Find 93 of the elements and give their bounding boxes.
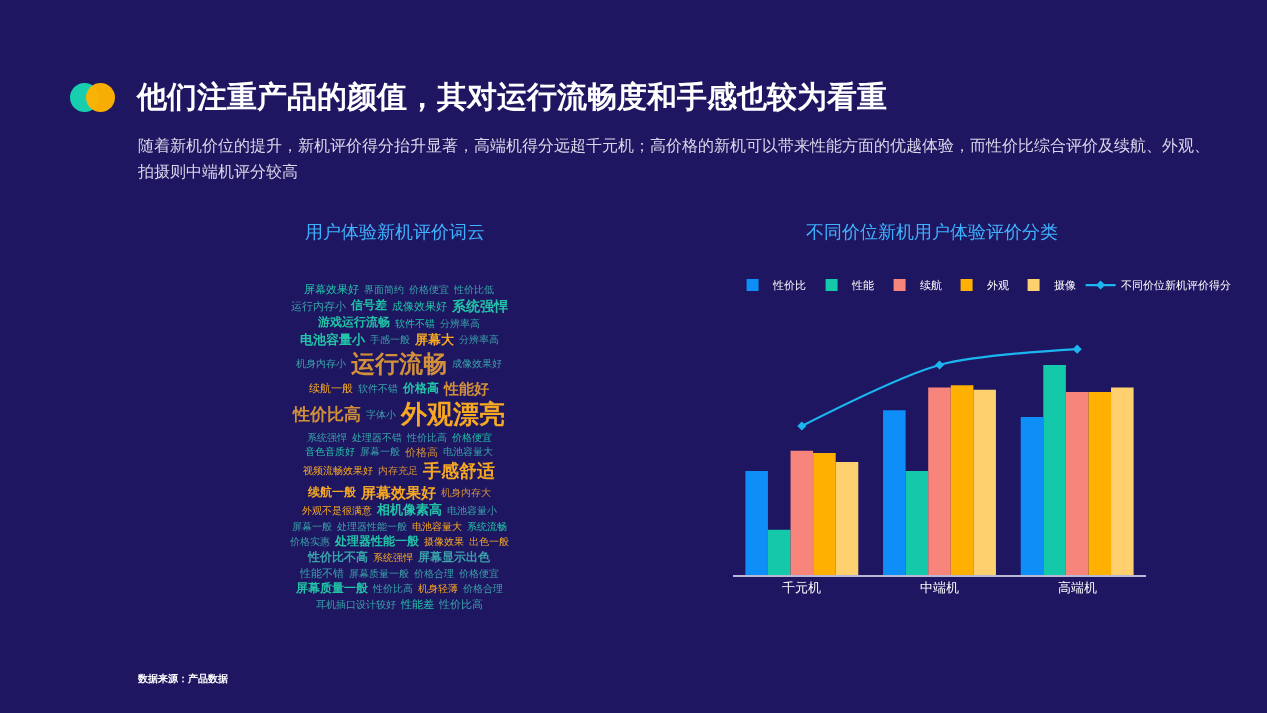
text: 成像效果好	[452, 358, 502, 370]
text: 电池容量大	[443, 446, 493, 458]
text: 续航一般	[309, 382, 353, 395]
text: 性价比高	[406, 431, 447, 444]
text: 价格便宜	[451, 431, 492, 444]
text: 屏幕质量一般	[295, 580, 368, 596]
text: 电池容量小	[446, 505, 497, 517]
bar	[905, 471, 929, 575]
text: 耳机插口设计较好	[315, 598, 396, 611]
x-tick-label: 千元机	[782, 580, 822, 596]
text: 系统流畅	[466, 520, 507, 533]
text: 机身内存小	[296, 358, 346, 370]
text: 系统强悍	[451, 298, 508, 315]
text: 性能差	[400, 598, 434, 611]
text: 屏幕一般	[360, 446, 400, 458]
text: 价格高	[403, 380, 439, 396]
bar	[813, 453, 836, 575]
text: 机身轻薄	[417, 583, 458, 595]
text: 软件不错	[395, 317, 435, 330]
source-note: 数据来源：产品数据	[138, 672, 228, 686]
text: 出色一般	[468, 535, 509, 548]
text: 价格实惠	[289, 535, 330, 548]
legend-label: 性能	[850, 279, 874, 292]
text: 性价比高	[372, 583, 413, 595]
bar	[745, 471, 768, 575]
text: 摄像效果	[423, 535, 464, 548]
text: 屏幕一般	[291, 520, 332, 533]
text: 字体小	[366, 408, 396, 421]
text: 相机像素高	[376, 502, 442, 519]
bar	[950, 385, 974, 575]
text: 性能好	[444, 379, 489, 398]
text: 屏幕效果好	[360, 483, 436, 502]
text: 视频流畅效果好	[303, 465, 373, 477]
bar	[1111, 387, 1134, 575]
text: 价格合理	[413, 567, 454, 579]
text: 屏幕大	[414, 331, 454, 348]
legend-label: 续航	[919, 279, 942, 292]
text: 处理器性能一般	[336, 520, 407, 533]
text: 界面简约	[364, 283, 404, 296]
text: 分辨率高	[458, 334, 499, 346]
bar	[1088, 392, 1112, 575]
text: 音色音质好	[305, 446, 355, 458]
text: 外观不是很满意	[301, 505, 372, 517]
text: 他们注重产品的颜值，其对运行流畅度和手感也较为看重	[137, 79, 887, 115]
legend-label: 外观	[986, 279, 1009, 292]
text: 性价比高	[293, 404, 361, 425]
text: 外观漂亮	[401, 398, 505, 430]
text: 性价比高	[438, 598, 483, 611]
text: 内存充足	[378, 465, 418, 477]
bar	[883, 410, 906, 575]
text: 续航一般	[307, 484, 356, 500]
bar	[1043, 364, 1066, 575]
text: 游戏运行流畅	[318, 315, 390, 331]
bar	[835, 462, 859, 575]
text: 系统强悍	[306, 431, 347, 444]
text: 价格合理	[462, 583, 503, 595]
text: 性价比不高	[308, 549, 368, 565]
chart-title: 不同价位新机用户体验评价分类	[806, 222, 1058, 243]
text: 运行内存小	[290, 299, 346, 313]
text: 处理器性能一般	[334, 533, 419, 549]
text: 屏幕效果好	[304, 283, 359, 296]
text: 成像效果好	[391, 299, 447, 313]
text: 分辨率高	[440, 317, 480, 330]
text: 随着新机价位的提升，新机评价得分抬升显著，高端机得分远超千元机；高价格的新机可以带来性能方面的优越体验，而性价比综合评价及续航、外观、拍摄则中端机评分较高	[138, 136, 1211, 182]
bar	[973, 389, 996, 575]
text: 电池容量大	[411, 520, 462, 533]
text: 屏幕显示出色	[418, 549, 490, 565]
bar	[928, 387, 951, 575]
x-tick-label: 高端机	[1057, 580, 1097, 596]
text: 价格高	[405, 445, 438, 459]
text: 性能不错	[299, 566, 344, 580]
text: 价格便宜	[458, 567, 499, 579]
text: 手感舒适	[423, 460, 495, 482]
text: 处理器不错	[351, 431, 402, 444]
bar	[1020, 416, 1044, 575]
bar	[790, 450, 814, 575]
text: 用户体验新机评价词云	[304, 221, 486, 244]
legend-label: 性价比	[771, 279, 806, 292]
text: 手感一般	[369, 334, 410, 346]
text: 电池容量小	[299, 331, 365, 348]
bar	[1065, 392, 1089, 575]
text: 运行流畅	[351, 349, 447, 378]
text: 软件不错	[358, 382, 398, 395]
text: 性价比低	[454, 283, 494, 296]
legend-label: 摄像	[1053, 279, 1076, 292]
text: 信号差	[350, 298, 387, 313]
x-tick-label: 中端机	[920, 580, 959, 596]
bar	[767, 529, 791, 575]
text: 价格便宜	[409, 283, 449, 296]
text: 系统强悍	[373, 551, 413, 564]
text: 屏幕质量一般	[348, 567, 409, 579]
text: 机身内存大	[440, 486, 491, 499]
legend-label: 不同价位新机评价得分	[1120, 279, 1231, 292]
